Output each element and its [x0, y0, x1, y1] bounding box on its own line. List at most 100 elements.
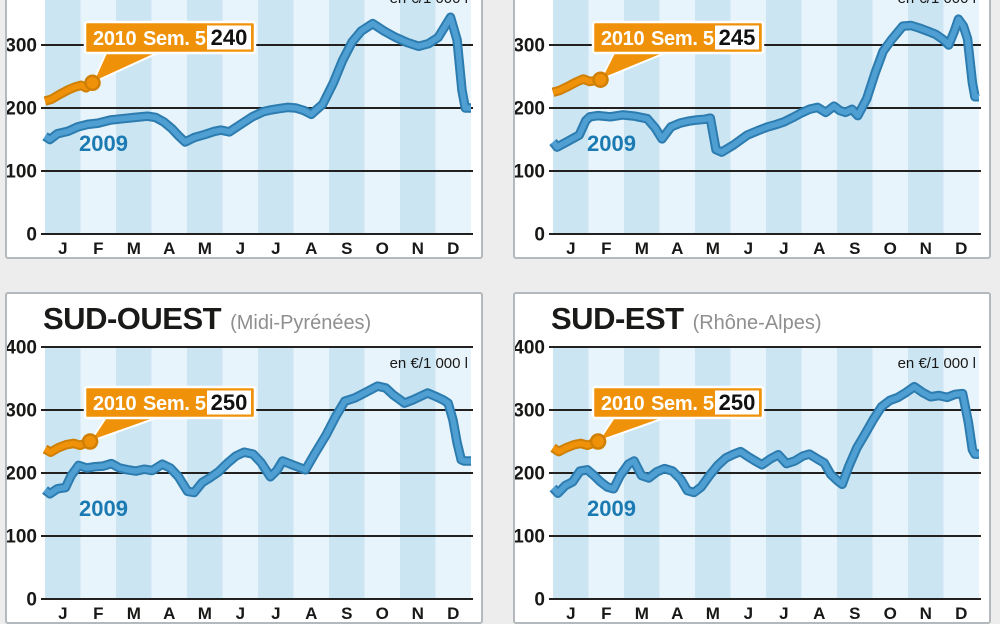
month-label: A [813, 239, 825, 257]
series-2010-line [44, 80, 95, 104]
month-label: F [601, 604, 611, 622]
month-label: M [635, 604, 649, 622]
current-week-dot [589, 433, 607, 450]
month-label: M [127, 239, 141, 257]
month-label: F [93, 604, 103, 622]
series-2010-line [552, 76, 601, 95]
month-label: F [601, 239, 611, 257]
unit-label: en €/1 000 l [390, 0, 468, 7]
badge-period: Sem. 5 [651, 28, 714, 50]
badge-value: 240 [211, 25, 248, 50]
y-tick-label: 0 [26, 590, 37, 611]
month-label: M [127, 604, 141, 622]
month-label: A [671, 604, 683, 622]
badge-value: 245 [719, 25, 756, 50]
series-2009-line [43, 14, 471, 145]
y-tick-label: 200 [515, 99, 545, 120]
month-label: M [706, 239, 720, 257]
month-label: A [305, 239, 317, 257]
y-tick-label: 0 [534, 225, 545, 246]
month-stripe [553, 0, 589, 234]
y-tick-label: 300 [515, 401, 545, 422]
month-label: O [884, 604, 897, 622]
y-tick-label: 400 [7, 338, 37, 359]
month-label: J [236, 604, 245, 622]
unit-label: en €/1 000 l [898, 0, 976, 7]
month-label: D [955, 239, 967, 257]
badge-year: 2010 [93, 28, 136, 50]
month-label: N [920, 604, 932, 622]
month-stripe [801, 0, 837, 234]
month-label: M [635, 239, 649, 257]
current-week-dot [84, 74, 101, 92]
infographic-canvas: { "unit_label": "en €/1 000 l", "series_… [5, 0, 991, 624]
y-tick-label: 100 [7, 162, 37, 183]
badge-value-box [715, 390, 759, 415]
month-label: J [744, 239, 753, 257]
callout-badge: 2010 Sem. 5 250 [591, 385, 765, 444]
series-2009-line [551, 383, 979, 496]
badge-value-box [207, 390, 251, 415]
series-2010-line [43, 438, 92, 455]
callout-badge: 2010 Sem. 5 240 [83, 20, 257, 85]
month-label: M [198, 239, 212, 257]
badge-period: Sem. 5 [143, 393, 206, 415]
current-week-dot [81, 433, 99, 450]
current-week-dot [592, 71, 609, 88]
chart-title: SUD-OUEST [43, 301, 222, 336]
y-tick-label: 100 [515, 162, 545, 183]
chart-subtitle: (Rhône-Alpes) [692, 312, 822, 334]
badge-period: Sem. 5 [143, 28, 206, 50]
month-label: F [93, 239, 103, 257]
badge-value-box [715, 25, 759, 50]
y-tick-label: 300 [515, 36, 545, 57]
month-stripe [258, 0, 294, 234]
month-label: S [341, 604, 352, 622]
month-label: A [305, 604, 317, 622]
month-label: J [779, 604, 788, 622]
series-2009-label: 2009 [79, 496, 128, 521]
series-2009-line [550, 16, 979, 155]
series-2009-label: 2009 [587, 496, 636, 521]
month-label: S [341, 239, 352, 257]
y-tick-label: 200 [7, 464, 37, 485]
month-label: J [271, 604, 280, 622]
badge-value-box [207, 25, 251, 50]
month-label: A [163, 604, 175, 622]
month-label: O [376, 604, 389, 622]
month-label: S [849, 239, 860, 257]
badge-year: 2010 [601, 393, 644, 415]
month-label: J [58, 604, 67, 622]
y-tick-label: 200 [515, 464, 545, 485]
y-tick-label: 200 [7, 99, 37, 120]
y-tick-label: 300 [7, 401, 37, 422]
month-label: J [566, 604, 575, 622]
month-label: D [955, 604, 967, 622]
month-label: J [744, 604, 753, 622]
chart-panel-bottom-right: SUD-EST (Rhône-Alpes) 0 100 200 300 400 en €/1… [513, 292, 991, 624]
series-2009-label: 2009 [587, 131, 636, 156]
month-stripe [400, 0, 436, 234]
badge-period: Sem. 5 [651, 393, 714, 415]
month-label: J [779, 239, 788, 257]
month-label: A [813, 604, 825, 622]
chart-title: SUD-EST [551, 301, 684, 336]
series-2009-label: 2009 [79, 131, 128, 156]
y-tick-label: 0 [534, 590, 545, 611]
badge-year: 2010 [601, 28, 644, 50]
month-label: D [447, 604, 459, 622]
badge-value: 250 [211, 390, 248, 415]
month-label: N [412, 604, 424, 622]
unit-label: en €/1 000 l [898, 355, 976, 372]
month-label: M [198, 604, 212, 622]
month-label: A [163, 239, 175, 257]
panel-header: SUD-EST (Rhône-Alpes) [551, 302, 822, 342]
chart-subtitle: (Midi-Pyrénées) [230, 312, 372, 334]
